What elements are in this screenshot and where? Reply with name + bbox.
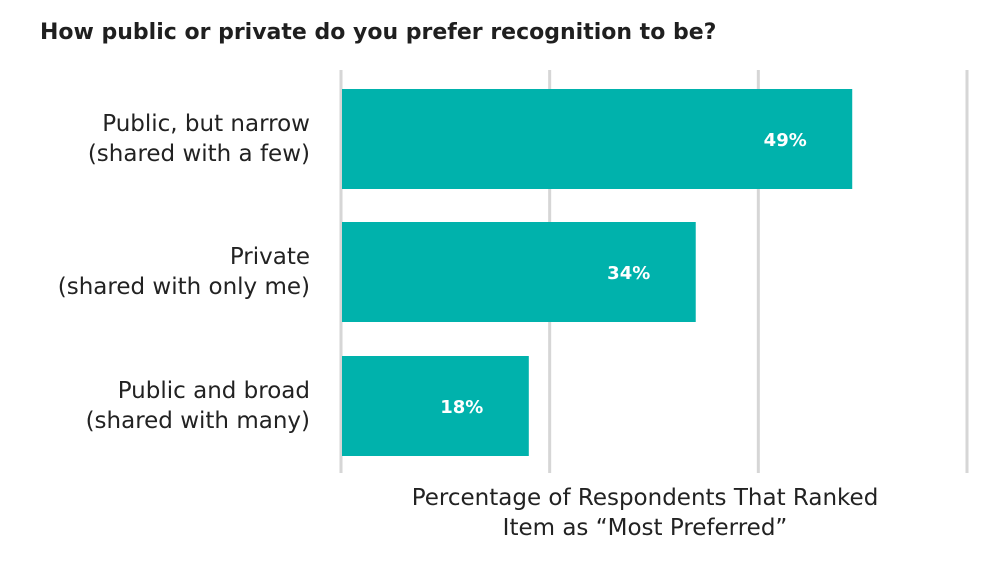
x-axis-label-line-0: Percentage of Respondents That Ranked — [412, 485, 879, 511]
category-label-1-line-1: (shared with only me) — [58, 274, 310, 300]
category-label-0-line-1: (shared with a few) — [88, 141, 310, 167]
data-label-0: 49% — [764, 130, 807, 151]
category-label-1-line-0: Private — [230, 244, 310, 270]
category-label-0-line-0: Public, but narrow — [102, 111, 310, 137]
x-axis-label-line-1: Item as “Most Preferred” — [503, 515, 788, 541]
data-label-2: 18% — [440, 397, 483, 418]
bar-1 — [342, 222, 696, 322]
category-label-2-line-1: (shared with many) — [86, 408, 310, 434]
bar-2 — [342, 356, 529, 456]
data-label-1: 34% — [607, 263, 650, 284]
chart-title: How public or private do you prefer reco… — [40, 20, 717, 45]
category-label-2-line-0: Public and broad — [118, 378, 310, 404]
bar-0 — [342, 89, 853, 189]
